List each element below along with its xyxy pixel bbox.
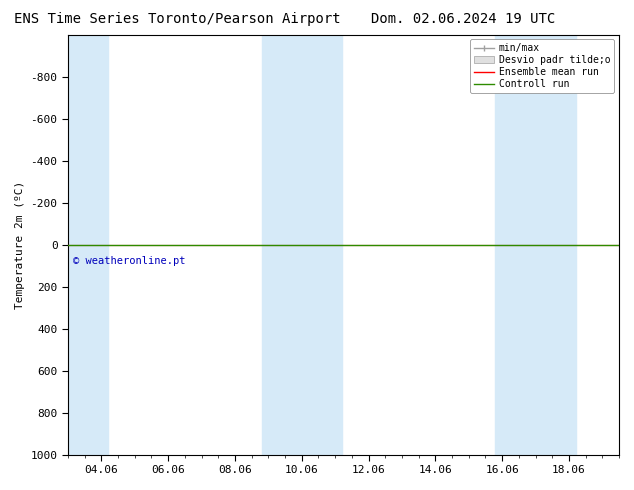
Text: Dom. 02.06.2024 19 UTC: Dom. 02.06.2024 19 UTC (371, 12, 555, 26)
Text: © weatheronline.pt: © weatheronline.pt (73, 256, 186, 266)
Bar (495, 35, 576, 455)
Bar (262, 35, 342, 455)
Bar (68, 35, 108, 455)
Y-axis label: Temperature 2m (ºC): Temperature 2m (ºC) (15, 180, 25, 309)
Legend: min/max, Desvio padr tilde;o, Ensemble mean run, Controll run: min/max, Desvio padr tilde;o, Ensemble m… (470, 40, 614, 93)
Text: ENS Time Series Toronto/Pearson Airport: ENS Time Series Toronto/Pearson Airport (14, 12, 341, 26)
